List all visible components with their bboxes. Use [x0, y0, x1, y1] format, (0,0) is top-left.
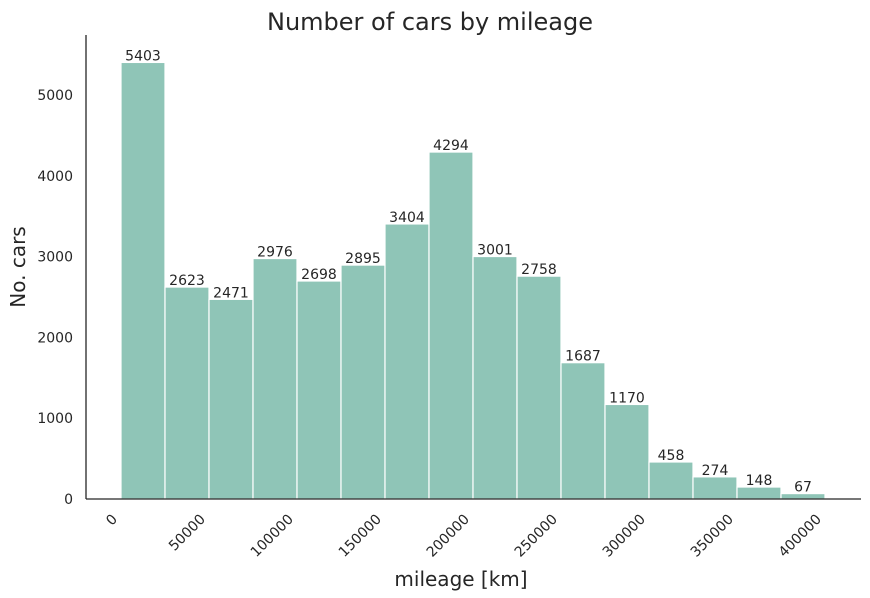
x-tick-label-3: 150000 [336, 512, 385, 561]
y-tick-label-5: 5000 [37, 88, 73, 104]
y-tick-label-3: 3000 [37, 250, 73, 266]
data-label-10: 1687 [565, 349, 601, 365]
y-tick-label-0: 0 [64, 492, 73, 508]
y-tick-label-2: 2000 [37, 330, 73, 346]
data-label-11: 1170 [609, 390, 645, 406]
x-tick-label-5: 250000 [512, 512, 561, 561]
bar-0 [120, 61, 166, 500]
x-tick-label-0: 0 [103, 512, 121, 530]
data-label-13: 274 [702, 463, 729, 479]
data-label-14: 148 [746, 473, 773, 489]
x-axis-label: mileage [km] [394, 567, 527, 591]
bar-5 [340, 264, 386, 500]
x-tick-label-4: 200000 [424, 512, 473, 561]
data-label-0: 5403 [125, 48, 161, 64]
x-tick-label-6: 300000 [600, 512, 649, 561]
x-tick-label-8: 400000 [776, 512, 825, 561]
data-label-9: 2758 [521, 262, 557, 278]
data-labels-group: 5403 2623 2471 2976 2698 2895 3404 4294 3001 2758… [125, 48, 812, 495]
bar-10 [560, 362, 606, 500]
bar-13 [692, 476, 738, 500]
data-label-3: 2976 [257, 245, 293, 261]
data-label-6: 3404 [389, 210, 425, 226]
data-label-12: 458 [658, 448, 685, 464]
data-label-8: 3001 [477, 243, 513, 259]
x-tick-label-2: 100000 [248, 512, 297, 561]
bars-group [120, 61, 826, 500]
data-label-4: 2698 [301, 267, 337, 283]
data-label-1: 2623 [169, 273, 205, 289]
bar-9 [516, 275, 562, 500]
y-tick-label-4: 4000 [37, 169, 73, 185]
bar-6 [384, 223, 430, 500]
bar-11 [604, 403, 650, 500]
bar-3 [252, 257, 298, 500]
x-tick-label-7: 350000 [688, 512, 737, 561]
bar-4 [296, 280, 342, 500]
bar-2 [208, 298, 254, 500]
data-label-2: 2471 [213, 285, 249, 301]
data-label-15: 67 [794, 480, 812, 496]
x-tick-label-1: 50000 [166, 512, 209, 555]
bar-1 [164, 286, 210, 500]
data-label-7: 4294 [433, 138, 469, 154]
y-ticks-group: 0 1000 2000 3000 4000 5000 [37, 88, 73, 508]
bar-8 [472, 255, 518, 500]
data-label-5: 2895 [345, 251, 381, 267]
bar-7 [428, 151, 474, 500]
y-axis-label: No. cars [6, 226, 30, 307]
y-tick-label-1: 1000 [37, 411, 73, 427]
x-ticks-group: 0 50000 100000 150000 200000 250000 300000 3500… [103, 512, 825, 561]
bar-12 [648, 461, 694, 500]
chart-title: Number of cars by mileage [267, 8, 593, 36]
